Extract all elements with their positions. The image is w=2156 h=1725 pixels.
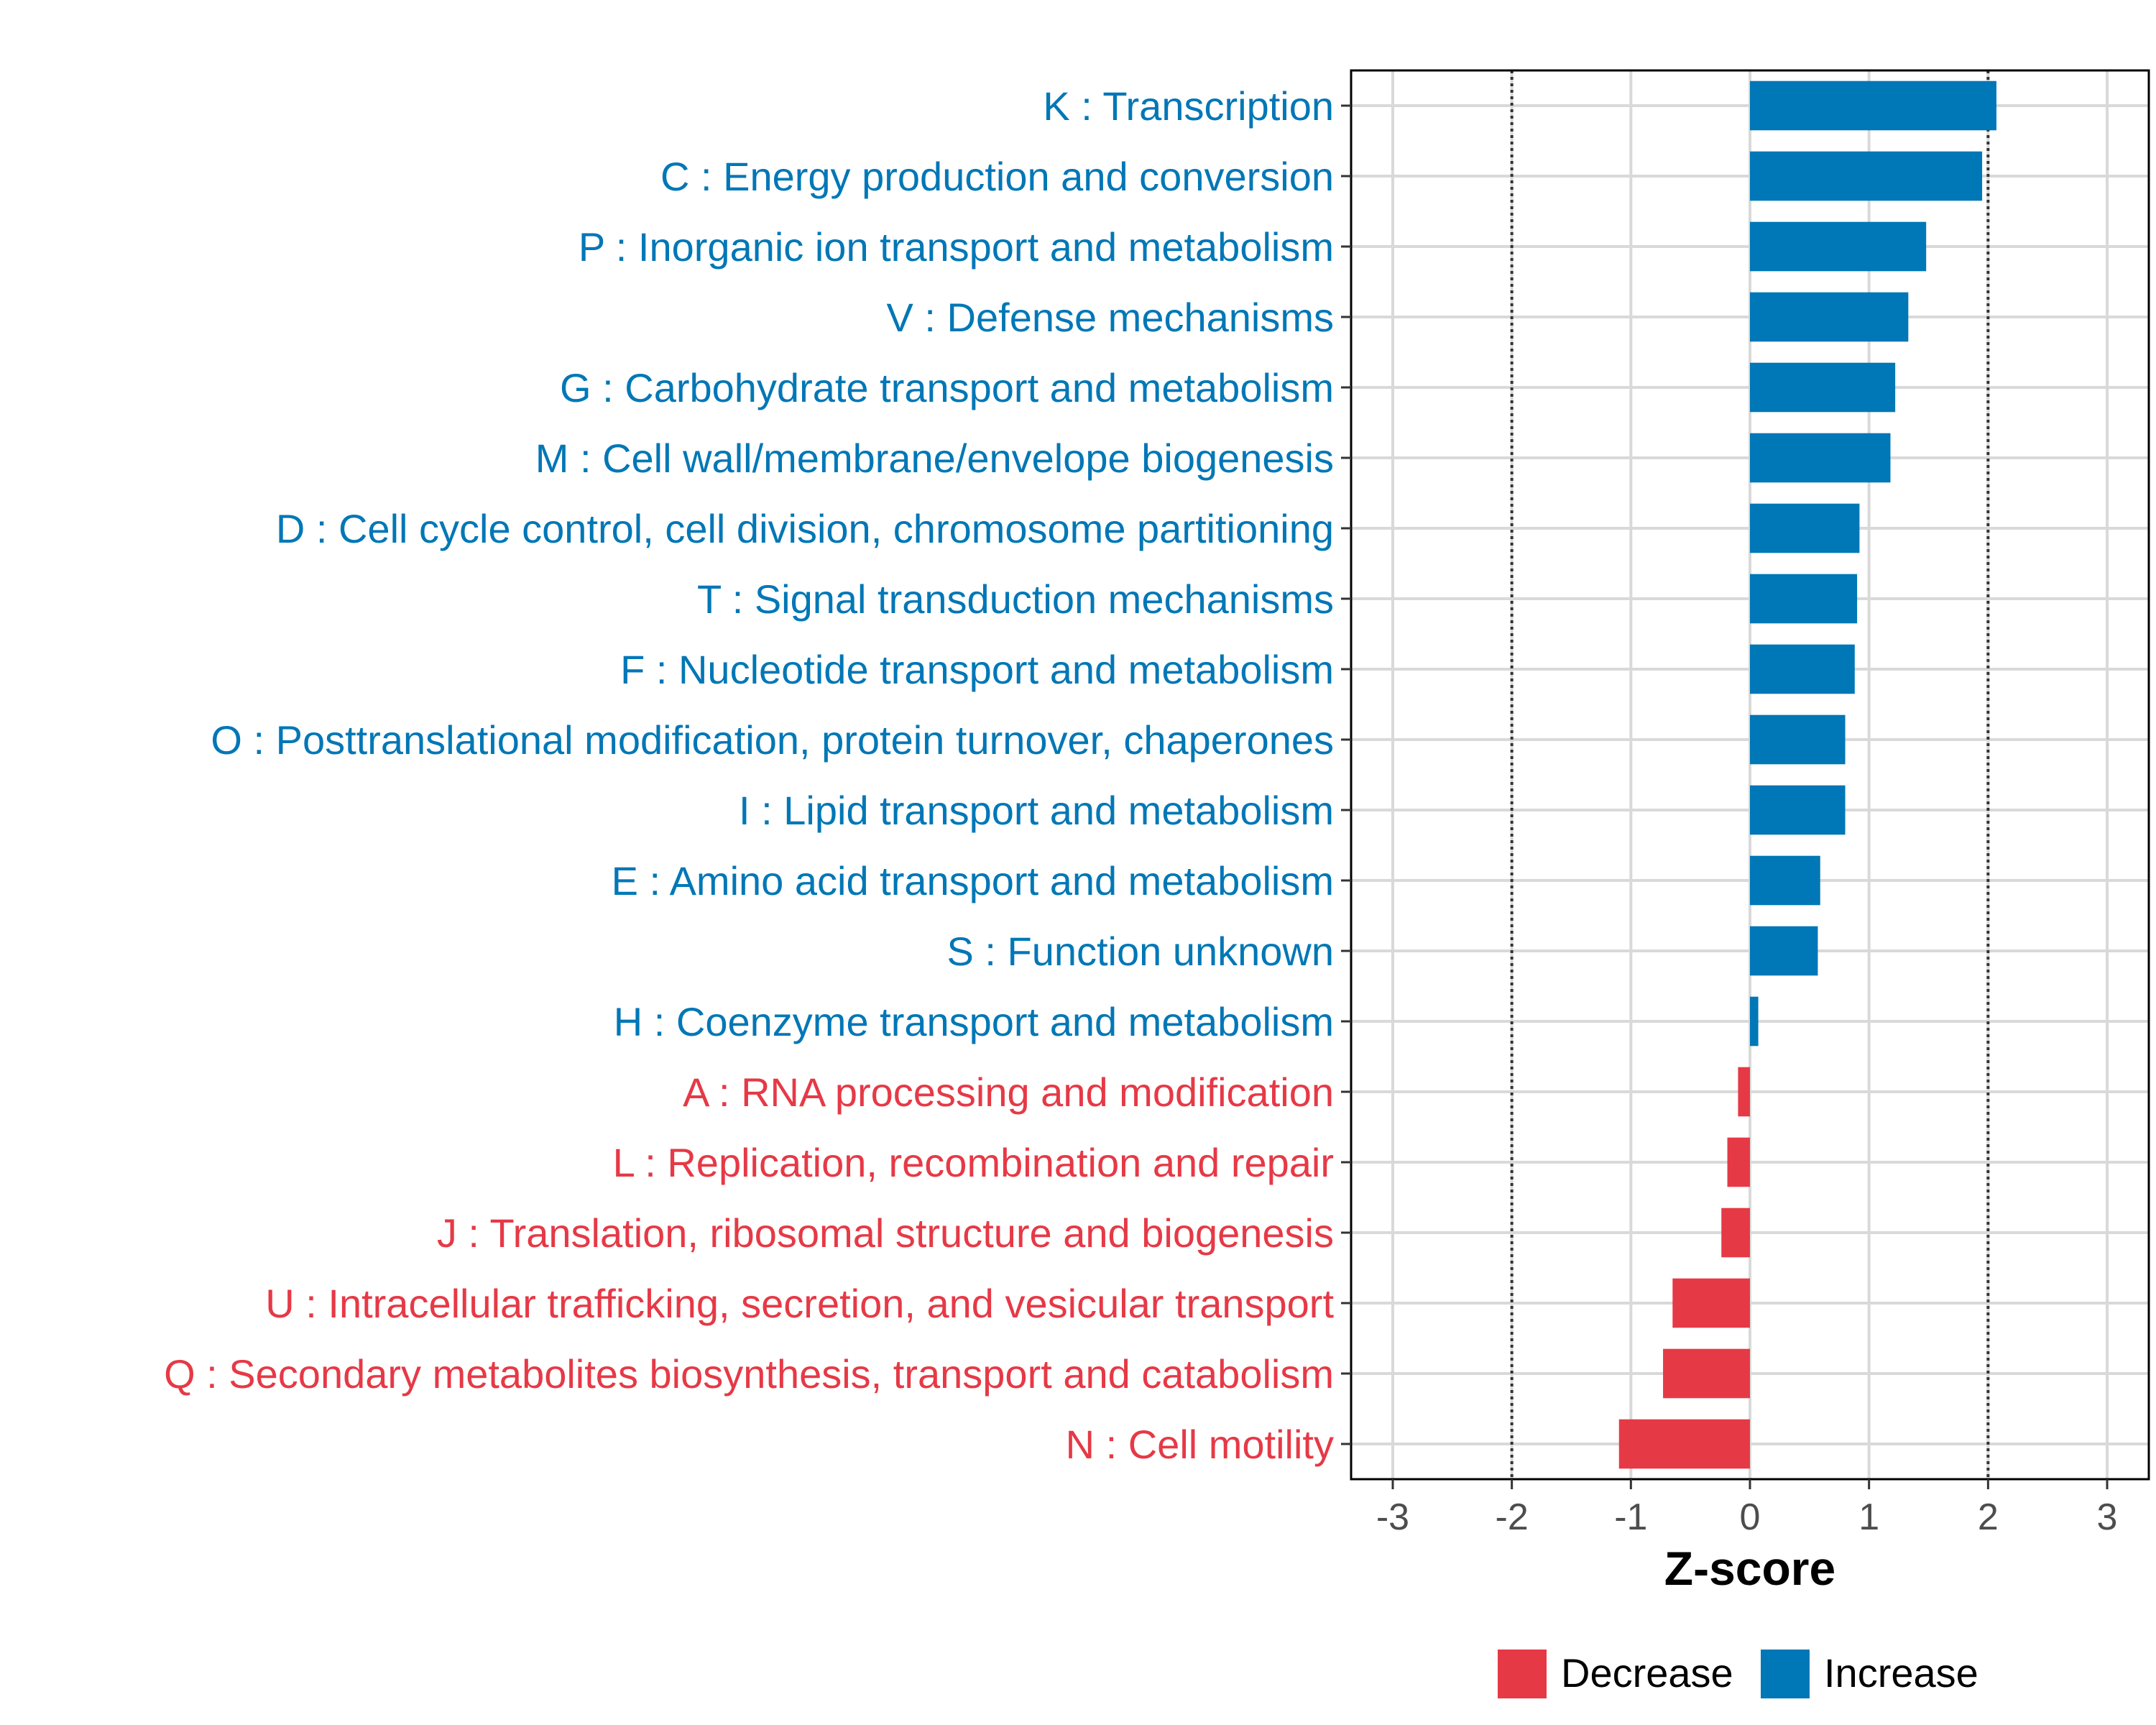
category-label: G : Carbohydrate transport and metabolis…: [560, 365, 1334, 410]
legend-label-decrease: Decrease: [1561, 1650, 1733, 1696]
legend-swatch-decrease: [1498, 1650, 1547, 1698]
bar: [1663, 1348, 1750, 1399]
x-tick-label: 0: [1740, 1496, 1761, 1538]
x-tick-label: 2: [1978, 1496, 1999, 1538]
legend: Decrease Increase: [1498, 1650, 1978, 1698]
bar: [1750, 644, 1855, 694]
reference-lines: [1510, 70, 1990, 1479]
category-labels: K : Transcription C : Energy production a…: [164, 83, 1334, 1467]
category-label: S : Function unknown: [946, 929, 1334, 974]
bar: [1750, 996, 1759, 1046]
category-label: Q : Secondary metabolites biosynthesis, …: [164, 1351, 1334, 1397]
category-label: K : Transcription: [1043, 83, 1334, 129]
category-label: V : Defense mechanisms: [887, 295, 1334, 340]
category-label: D : Cell cycle control, cell division, c…: [276, 506, 1334, 551]
category-label: E : Amino acid transport and metabolism: [612, 858, 1334, 903]
category-label: U : Intracellular trafficking, secretion…: [265, 1281, 1334, 1326]
bar: [1727, 1137, 1750, 1187]
bar: [1738, 1067, 1750, 1117]
bar: [1750, 855, 1820, 906]
category-label: C : Energy production and conversion: [660, 154, 1334, 199]
bar: [1750, 714, 1846, 765]
category-label: J : Translation, ribosomal structure and…: [437, 1210, 1334, 1256]
bar: [1721, 1208, 1750, 1258]
x-tick-label: -3: [1376, 1496, 1409, 1538]
legend-label-increase: Increase: [1824, 1650, 1978, 1696]
x-tick-label: 3: [2097, 1496, 2118, 1538]
bar: [1618, 1419, 1750, 1469]
legend-swatch-increase: [1761, 1650, 1810, 1698]
bars: [1618, 80, 1996, 1469]
x-tick-label: 1: [1858, 1496, 1879, 1538]
x-tick-label: -2: [1496, 1496, 1529, 1538]
y-axis-ticks: [1341, 104, 1351, 1445]
bar: [1750, 80, 1996, 131]
bar: [1672, 1278, 1750, 1328]
category-label: M : Cell wall/membrane/envelope biogenes…: [535, 436, 1334, 481]
category-label: A : RNA processing and modification: [683, 1070, 1334, 1115]
bar: [1750, 574, 1858, 624]
grid-lines: [1351, 70, 2149, 1479]
category-label: N : Cell motility: [1066, 1422, 1334, 1467]
x-axis-ticks: -3 -2 -1 0 1 2 3: [1376, 1479, 2118, 1538]
bar: [1750, 433, 1891, 483]
bar: [1750, 292, 1909, 342]
bar: [1750, 926, 1818, 976]
category-label: T : Signal transduction mechanisms: [697, 576, 1334, 622]
category-label: I : Lipid transport and metabolism: [739, 788, 1334, 833]
category-label: F : Nucleotide transport and metabolism: [620, 647, 1334, 692]
bar: [1750, 151, 1983, 201]
x-tick-label: -1: [1614, 1496, 1647, 1538]
bar: [1750, 785, 1846, 835]
category-label: H : Coenzyme transport and metabolism: [614, 999, 1334, 1044]
category-label: O : Posttranslational modification, prot…: [211, 717, 1334, 763]
category-label: L : Replication, recombination and repai…: [613, 1140, 1334, 1185]
bar: [1750, 503, 1860, 553]
bar: [1750, 362, 1896, 413]
bar: [1750, 221, 1927, 272]
category-label: P : Inorganic ion transport and metaboli…: [579, 224, 1334, 270]
x-axis-title: Z-score: [1664, 1542, 1835, 1595]
